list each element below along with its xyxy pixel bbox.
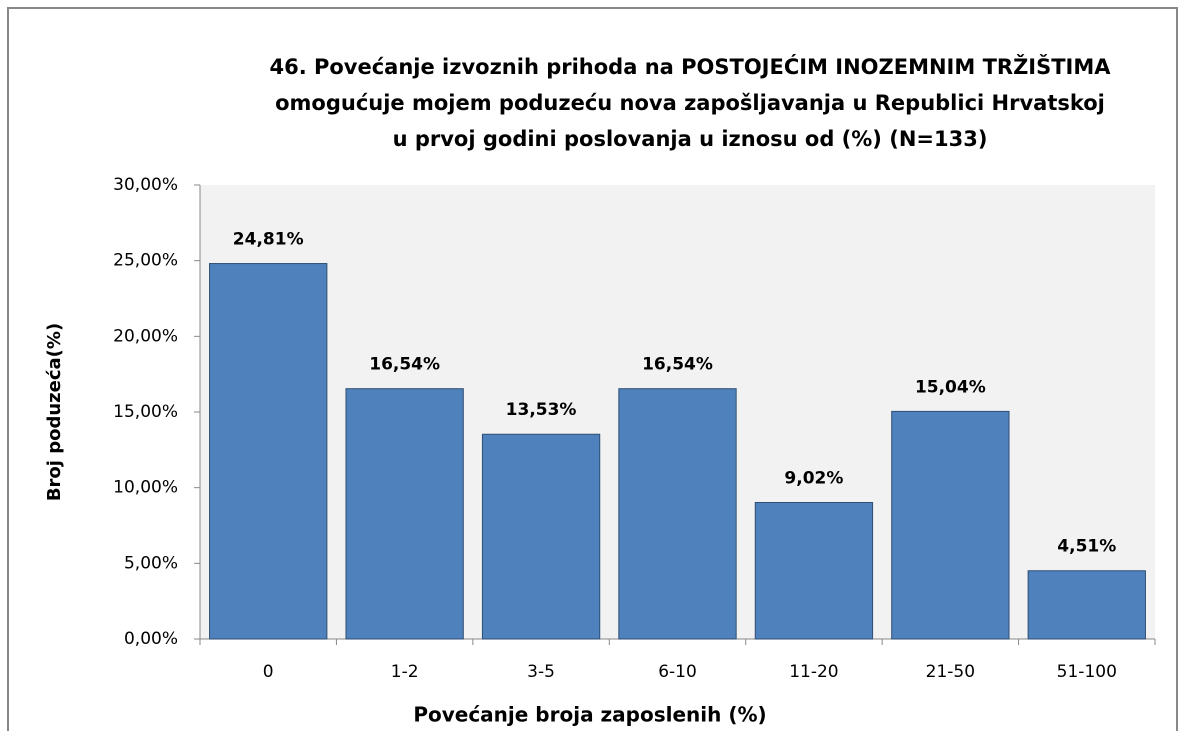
value-label: 16,54% — [642, 355, 713, 375]
value-label: 24,81% — [233, 230, 304, 250]
x-tick-label: 51-100 — [1057, 662, 1117, 682]
x-axis-label: Povećanje broja zaposlenih (%) — [413, 703, 766, 727]
bar — [345, 388, 464, 640]
bar — [481, 433, 601, 640]
x-tick-label: 6-10 — [658, 662, 697, 682]
y-tick-label: 20,00% — [113, 326, 178, 346]
y-tick-label: 5,00% — [124, 553, 178, 573]
bar — [891, 410, 1010, 640]
chart-border — [7, 7, 1178, 731]
bar — [209, 263, 328, 640]
y-axis-label: Broj poduzeća(%) — [44, 323, 65, 501]
x-tick-label: 21-50 — [926, 662, 975, 682]
chart-title: 46. Povećanje izvoznih prihoda na POSTOJ… — [269, 54, 1111, 79]
x-tick-label: 1-2 — [391, 662, 419, 682]
x-tick-label: 0 — [263, 662, 274, 682]
bar — [618, 388, 737, 640]
y-tick-label: 30,00% — [113, 175, 178, 195]
value-label: 4,51% — [1057, 537, 1116, 557]
value-label: 13,53% — [506, 400, 577, 420]
value-label: 15,04% — [915, 377, 986, 397]
y-tick-label: 15,00% — [113, 402, 178, 422]
value-label: 16,54% — [369, 355, 440, 375]
bar — [754, 501, 874, 640]
y-tick-label: 25,00% — [113, 251, 178, 271]
chart-title: omogućuje mojem poduzeću nova zapošljava… — [275, 91, 1105, 115]
y-tick-label: 0,00% — [124, 629, 178, 649]
x-tick-label: 11-20 — [789, 662, 838, 682]
bar — [1027, 570, 1146, 640]
chart-title: u prvoj godini poslovanja u iznosu od (%… — [393, 127, 988, 151]
x-tick-label: 3-5 — [527, 662, 555, 682]
y-tick-label: 10,00% — [113, 478, 178, 498]
value-label: 9,02% — [784, 468, 843, 488]
